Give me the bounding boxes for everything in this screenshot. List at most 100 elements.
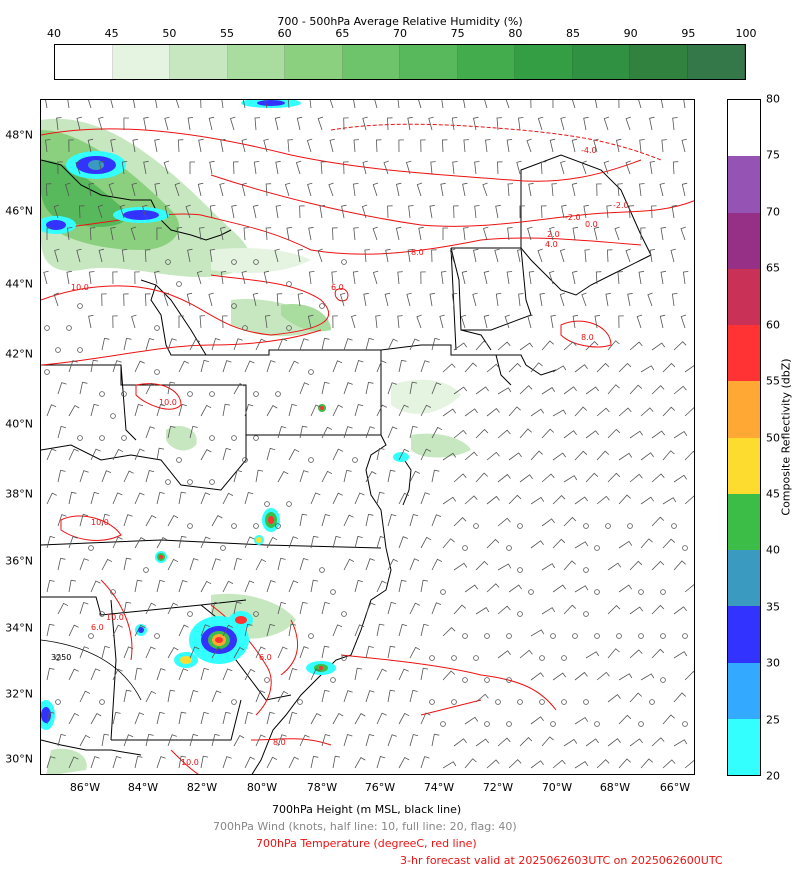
wind-barb: [90, 359, 99, 373]
calm-wind-marker: [275, 523, 281, 529]
wind-barb: [464, 362, 477, 373]
wind-barb: [187, 248, 193, 263]
wind-barb: [420, 712, 431, 725]
wind-barb: [420, 271, 426, 285]
wind-barb: [407, 249, 414, 263]
wind-barb: [57, 469, 66, 483]
wind-barb: [209, 160, 215, 175]
wind-barb: [200, 624, 211, 637]
wind-barb: [464, 408, 478, 417]
wind-barb: [68, 624, 79, 637]
reflectivity-colorbar-segment: [728, 550, 760, 607]
wind-barb: [552, 100, 554, 109]
wind-barb: [222, 668, 233, 681]
wind-barb: [464, 451, 478, 461]
wind-barb: [530, 672, 544, 681]
reflectivity-colorbar-segment: [728, 662, 760, 719]
calm-wind-marker: [583, 699, 589, 705]
wind-barb: [375, 315, 381, 329]
wind-barb: [101, 558, 113, 571]
reflectivity-tick-label: 55: [766, 374, 780, 388]
wind-barb: [387, 117, 393, 131]
wind-barb: [376, 536, 386, 549]
wind-barb: [398, 536, 408, 549]
wind-barb: [299, 557, 309, 571]
temperature-contour-label: 8.0: [411, 248, 424, 257]
wind-barb: [662, 497, 677, 505]
wind-barb: [451, 293, 458, 307]
wind-barb: [156, 668, 166, 681]
calm-wind-marker: [308, 457, 314, 463]
calm-wind-marker: [495, 699, 501, 705]
wind-barb: [156, 537, 168, 549]
calm-wind-marker: [275, 391, 281, 397]
wind-barb: [189, 425, 198, 439]
wind-barb: [442, 408, 457, 417]
calm-wind-marker: [55, 347, 61, 353]
wind-barb: [134, 755, 143, 769]
wind-barb: [504, 314, 511, 329]
calm-wind-marker: [253, 611, 259, 617]
wind-barb: [563, 516, 577, 527]
reflectivity-tick-label: 30: [766, 656, 780, 670]
wind-barb: [574, 450, 588, 461]
wind-barb: [354, 404, 364, 417]
wind-barb: [552, 365, 567, 373]
wind-barb: [660, 100, 664, 109]
latitude-label: 46°N: [5, 204, 33, 218]
wind-barb: [428, 116, 434, 131]
wind-barb: [68, 536, 78, 549]
wind-barb: [134, 579, 143, 593]
wind-barb: [145, 733, 154, 747]
wind-barb: [310, 668, 321, 681]
wind-barb: [673, 651, 688, 659]
wind-barb: [288, 448, 300, 461]
wind-barb: [255, 338, 266, 351]
reflectivity-colorbar-segment: [728, 212, 760, 269]
wind-barb: [255, 690, 266, 703]
wind-barb: [121, 249, 128, 263]
calm-wind-marker: [242, 325, 248, 331]
wind-barb: [629, 560, 643, 571]
wind-barb: [398, 492, 410, 505]
wind-barb: [167, 558, 179, 571]
calm-wind-marker: [77, 347, 83, 353]
wind-barb: [429, 204, 435, 219]
wind-barb: [449, 248, 456, 263]
wind-barb: [551, 183, 557, 197]
wind-barb: [409, 646, 421, 659]
rh-colorbar-segment: [630, 45, 688, 79]
wind-barb: [497, 429, 511, 439]
wind-barb: [662, 759, 676, 769]
latitude-label: 36°N: [5, 554, 33, 568]
rh-colorbar-segment: [687, 45, 745, 79]
wind-barb: [530, 629, 545, 637]
wind-barb: [123, 117, 129, 131]
wind-barb: [329, 100, 334, 109]
rh-tick-label: 85: [566, 27, 580, 40]
wind-barb: [200, 449, 212, 461]
calm-wind-marker: [517, 611, 523, 617]
wind-barb: [463, 139, 469, 153]
calm-wind-marker: [649, 699, 655, 705]
longitude-label: 80°W: [246, 781, 278, 794]
wind-barb: [186, 292, 193, 307]
wind-barb: [684, 759, 694, 769]
wind-barb: [486, 363, 500, 373]
calm-wind-marker: [44, 369, 50, 375]
calm-wind-marker: [121, 391, 127, 397]
wind-barb: [244, 536, 255, 549]
wind-barb: [134, 624, 146, 637]
wind-barb: [208, 116, 215, 131]
wind-barb: [673, 430, 688, 439]
rh-tick-label: 50: [162, 27, 177, 40]
calm-wind-marker: [429, 655, 435, 661]
wind-barb: [494, 248, 500, 263]
wind-barb: [497, 517, 511, 527]
wind-barb: [585, 430, 599, 439]
wind-barb: [682, 271, 689, 285]
wind-barb: [662, 538, 676, 549]
wind-barb: [640, 407, 654, 417]
wind-barb: [233, 557, 242, 571]
wind-barb: [341, 204, 347, 219]
